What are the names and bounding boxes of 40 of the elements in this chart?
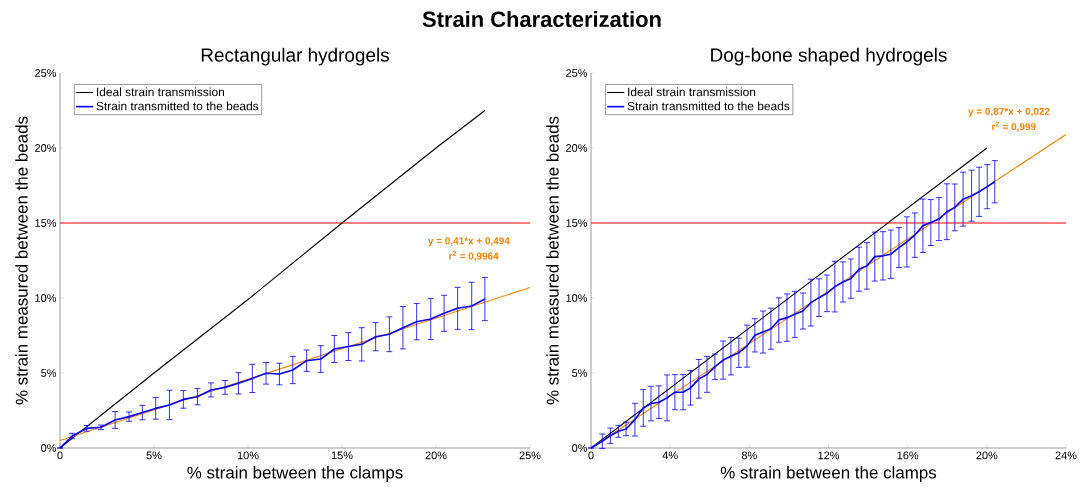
x-tick-label: 0 — [588, 451, 594, 460]
legend-label: Ideal strain transmission — [628, 87, 756, 97]
y-tick-label: 5% — [572, 369, 588, 377]
y-tick-label: 20% — [566, 144, 588, 152]
x-tick-label: 4% — [662, 451, 678, 460]
y-tick-label: 25% — [35, 69, 57, 77]
x-tick-label: 20% — [425, 451, 447, 460]
x-tick-label: 10% — [237, 451, 259, 460]
chart-title: Rectangular hydrogels — [201, 47, 389, 66]
legend-label: Strain transmitted to the beads — [627, 101, 790, 111]
x-tick-label: 8% — [741, 451, 757, 460]
annotation: r$^{2}$ = 0,999 — [992, 121, 1036, 132]
y-tick-label: 10% — [35, 294, 57, 302]
x-tick-label: 0 — [57, 451, 63, 460]
annotation: y = 0,41*x + 0,494 — [427, 237, 510, 247]
y-tick-label: 15% — [35, 219, 57, 227]
text: Strain Characterization — [422, 10, 661, 28]
legend-label: Ideal strain transmission — [97, 87, 224, 97]
annotation: r$^{2}$ = 0,9964 — [449, 250, 499, 262]
chart-title: Dog-bone shaped hydrogels — [711, 47, 947, 66]
x-tick-label: 24% — [1055, 451, 1077, 460]
y-axis-title: % strain measured between the beads — [15, 116, 28, 405]
x-tick-label: 5% — [146, 451, 162, 460]
y-tick-label: 5% — [41, 369, 57, 377]
y-tick-label: 25% — [566, 69, 588, 77]
y-tick-label: 0% — [572, 444, 588, 452]
x-tick-label: 16% — [897, 451, 919, 460]
y-tick-label: 0% — [41, 444, 57, 452]
x-axis-title: % strain between the clamps — [720, 466, 937, 482]
x-tick-label: 15% — [331, 451, 353, 460]
y-tick-label: 15% — [566, 219, 588, 227]
legend-label: Strain transmitted to the beads — [96, 101, 259, 111]
y-tick-label: 20% — [35, 144, 57, 152]
x-axis-title: % strain between the clamps — [187, 466, 403, 482]
y-axis-title: % strain measured between the beads — [546, 116, 559, 405]
annotation: y = 0,87*x + 0,022 — [968, 107, 1050, 117]
x-tick-label: 12% — [818, 451, 840, 460]
x-tick-label: 20% — [976, 451, 998, 460]
x-tick-label: 25% — [519, 451, 541, 460]
y-tick-label: 10% — [566, 294, 588, 302]
